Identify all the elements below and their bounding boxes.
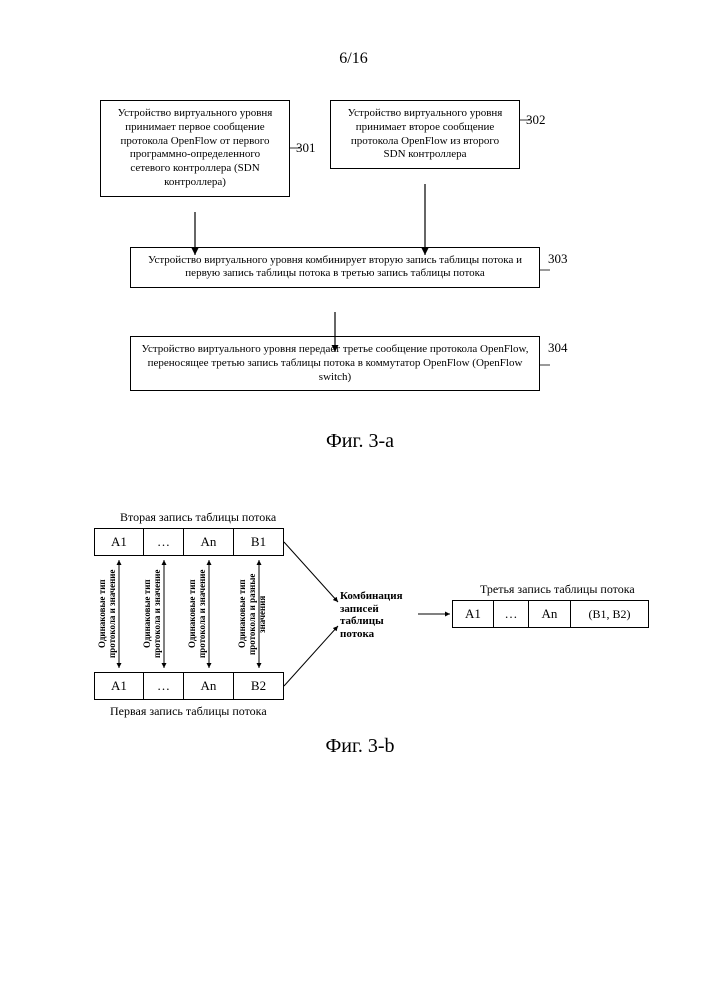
ref-301: 301 bbox=[296, 140, 316, 156]
fig-3a-container: Устройство виртуального уровня принимает… bbox=[100, 100, 580, 391]
cell-res-2: An bbox=[529, 600, 571, 628]
vert-label-2: Одинаковые тип протокола и значение bbox=[188, 562, 208, 666]
box-303: Устройство виртуального уровня комбиниру… bbox=[130, 247, 540, 289]
first-entry-label: Первая запись таблицы потока bbox=[110, 704, 267, 719]
combo-label: Комбинация записей таблицы потока bbox=[340, 590, 420, 641]
first-entry-table: A1 … An B2 bbox=[94, 672, 284, 700]
ref-303: 303 bbox=[548, 251, 568, 267]
vert-label-3: Одинаковые тип протокола и разные значен… bbox=[238, 562, 268, 666]
box-303-wrap: Устройство виртуального уровня комбиниру… bbox=[100, 247, 580, 289]
box-302-wrap: Устройство виртуального уровня принимает… bbox=[330, 100, 520, 197]
ref-302: 302 bbox=[526, 112, 546, 128]
second-entry-table: A1 … An B1 bbox=[94, 528, 284, 556]
third-entry-table: A1 … An (B1, B2) bbox=[452, 600, 649, 628]
box-302: Устройство виртуального уровня принимает… bbox=[330, 100, 520, 169]
page-number: 6/16 bbox=[0, 50, 707, 68]
cell-res-1: … bbox=[494, 600, 529, 628]
cell-top-2: An bbox=[184, 528, 234, 556]
fig-3b-container: Вторая запись таблицы потока A1 … An B1 … bbox=[80, 510, 650, 750]
cell-res-3: (B1, B2) bbox=[571, 600, 649, 628]
cell-top-0: A1 bbox=[94, 528, 144, 556]
cell-top-3: B1 bbox=[234, 528, 284, 556]
vert-label-0: Одинаковые тип протокола и значение bbox=[98, 562, 118, 666]
vert-label-1: Одинаковые тип протокола и значение bbox=[143, 562, 163, 666]
fig-3b-label: Фиг. 3-b bbox=[260, 735, 460, 758]
cell-top-1: … bbox=[144, 528, 184, 556]
cell-res-0: A1 bbox=[452, 600, 494, 628]
second-entry-label: Вторая запись таблицы потока bbox=[120, 510, 276, 525]
fig-3a-top-row: Устройство виртуального уровня принимает… bbox=[100, 100, 580, 197]
cell-bot-0: A1 bbox=[94, 672, 144, 700]
third-entry-label: Третья запись таблицы потока bbox=[480, 582, 635, 597]
cell-bot-2: An bbox=[184, 672, 234, 700]
cell-bot-1: … bbox=[144, 672, 184, 700]
box-301: Устройство виртуального уровня принимает… bbox=[100, 100, 290, 197]
box-301-wrap: Устройство виртуального уровня принимает… bbox=[100, 100, 290, 197]
box-304: Устройство виртуального уровня передает … bbox=[130, 336, 540, 391]
fig-3a-label: Фиг. 3-a bbox=[260, 430, 460, 453]
box-304-wrap: Устройство виртуального уровня передает … bbox=[100, 336, 580, 391]
cell-bot-3: B2 bbox=[234, 672, 284, 700]
ref-304: 304 bbox=[548, 340, 568, 356]
